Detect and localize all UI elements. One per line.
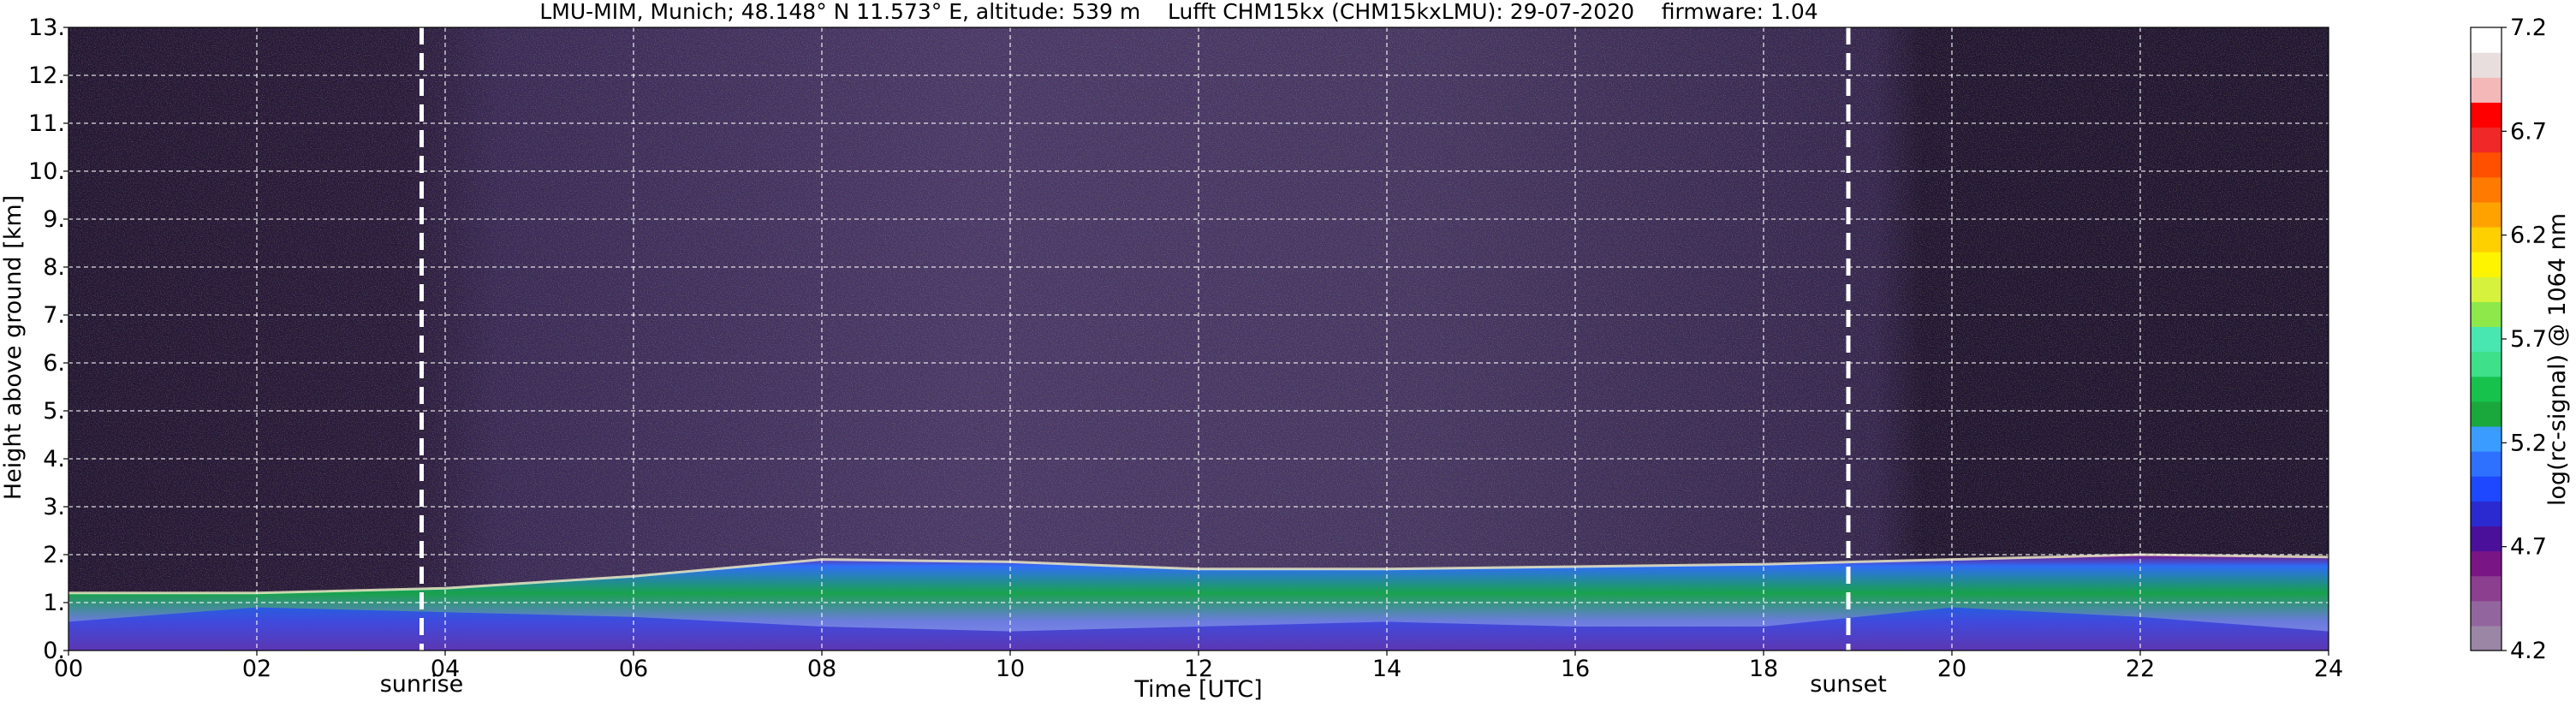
x-tick-label: 20: [1937, 656, 1966, 682]
y-tick-label: 0.: [43, 638, 65, 664]
y-tick-label: 7.: [43, 302, 65, 329]
colorbar-segment: [2471, 226, 2502, 253]
colorbar-tick-label: 6.2: [2510, 223, 2547, 249]
x-tick-label: 24: [2314, 656, 2343, 682]
colorbar-segment: [2471, 77, 2502, 103]
x-tick-label: 00: [54, 656, 83, 682]
colorbar: 4.2 4.7 5.2 5.7 6.2 6.7 7.2: [2470, 15, 2547, 664]
y-axis-ticks: 0. 1. 2. 3. 4. 5. 6. 7. 8. 9. 10. 11. 12. 13.: [28, 15, 68, 664]
y-axis-label: Height above ground [km]: [0, 195, 27, 500]
x-tick-label: 08: [807, 656, 836, 682]
y-tick-label: 5.: [43, 398, 65, 425]
colorbar-tick-label: 6.7: [2510, 118, 2547, 145]
colorbar-tick-label: 4.2: [2510, 638, 2547, 664]
colorbar-segment: [2471, 425, 2502, 452]
colorbar-segment: [2471, 376, 2502, 402]
y-tick-label: 2.: [43, 542, 65, 568]
colorbar-segment: [2471, 52, 2502, 78]
colorbar-segment: [2471, 252, 2502, 277]
grid-lines: [68, 27, 2329, 651]
x-axis-ticks: 00 02 04 06 08 10 12 14 16 18 20 22 24: [54, 651, 2343, 682]
y-tick-label: 8.: [43, 254, 65, 281]
colorbar-segment: [2471, 550, 2502, 577]
colorbar-segment: [2471, 600, 2502, 627]
colorbar-segment: [2471, 575, 2502, 602]
y-tick-label: 11.: [28, 110, 65, 137]
sunset-label: sunset: [1810, 671, 1887, 698]
y-tick-label: 9.: [43, 206, 65, 233]
colorbar-segment: [2471, 276, 2502, 302]
sun-event-lines: sunrise sunset: [380, 27, 1887, 698]
x-tick-label: 12: [1184, 656, 1213, 682]
colorbar-tick-label: 5.7: [2510, 326, 2547, 353]
chart-title: LMU-MIM, Munich; 48.148° N 11.573° E, al…: [539, 0, 1817, 24]
y-tick-label: 3.: [43, 494, 65, 520]
x-tick-label: 18: [1749, 656, 1778, 682]
x-tick-label: 04: [431, 656, 460, 682]
colorbar-segment: [2471, 501, 2502, 526]
colorbar-tick-label: 4.7: [2510, 534, 2547, 561]
y-tick-label: 1.: [43, 590, 65, 616]
y-tick-label: 12.: [28, 62, 65, 89]
colorbar-segment: [2471, 526, 2502, 552]
x-tick-label: 10: [996, 656, 1025, 682]
y-tick-label: 6.: [43, 350, 65, 377]
colorbar-segment: [2471, 301, 2502, 328]
colorbar-label: log(rc-signal) @ 1064 nm: [2544, 213, 2571, 506]
x-tick-label: 06: [619, 656, 648, 682]
colorbar-segment: [2471, 201, 2502, 228]
colorbar-segment: [2471, 351, 2502, 377]
colorbar-segment: [2471, 451, 2502, 477]
x-tick-label: 22: [2126, 656, 2155, 682]
colorbar-segment: [2471, 476, 2502, 502]
colorbar-segment: [2471, 326, 2502, 353]
x-axis-label: Time [UTC]: [1133, 676, 1262, 703]
x-tick-label: 14: [1372, 656, 1401, 682]
colorbar-tick-label: 5.2: [2510, 430, 2547, 456]
colorbar-segment: [2471, 127, 2502, 153]
colorbar-tick-label: 7.2: [2510, 15, 2547, 41]
colorbar-segment: [2471, 102, 2502, 128]
y-tick-label: 13.: [28, 15, 65, 41]
y-tick-label: 4.: [43, 446, 65, 472]
sunrise-label: sunrise: [380, 671, 464, 698]
colorbar-segment: [2471, 625, 2502, 651]
colorbar-segment: [2471, 176, 2502, 203]
x-tick-label: 16: [1561, 656, 1590, 682]
y-tick-label: 10.: [28, 158, 65, 185]
colorbar-segment: [2471, 27, 2502, 53]
x-tick-label: 02: [242, 656, 271, 682]
colorbar-segment: [2471, 401, 2502, 427]
colorbar-segment: [2471, 152, 2502, 178]
